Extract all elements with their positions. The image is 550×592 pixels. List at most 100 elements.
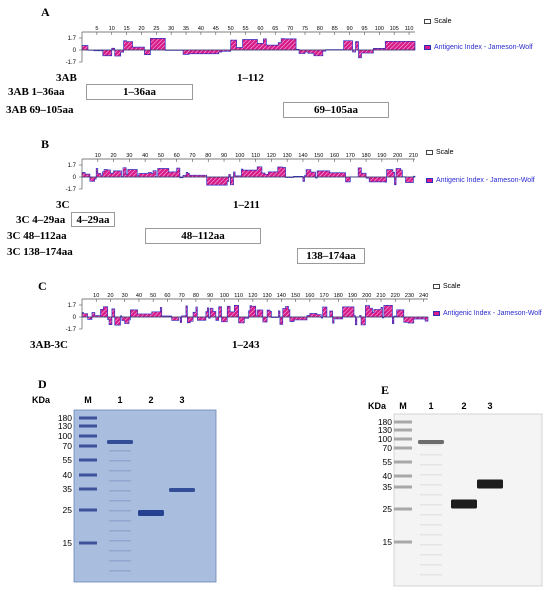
panel-a-fragment-1-box: 1–36aa xyxy=(86,84,193,100)
x-tick-label: 80 xyxy=(205,153,211,159)
x-tick-label: 120 xyxy=(248,293,257,299)
x-tick-label: 80 xyxy=(317,26,323,32)
kda-label: KDa xyxy=(32,395,51,405)
x-tick-label: 75 xyxy=(302,26,308,32)
marker-size-label: 70 xyxy=(383,443,393,453)
x-tick-label: 55 xyxy=(242,26,248,32)
background-band xyxy=(420,524,442,526)
x-tick-label: 210 xyxy=(409,153,418,159)
y-tick-label: 0 xyxy=(73,315,77,321)
x-tick-label: 20 xyxy=(111,153,117,159)
x-tick-label: 160 xyxy=(305,293,314,299)
x-tick-label: 30 xyxy=(122,293,128,299)
x-tick-label: 70 xyxy=(179,293,185,299)
ladder-band xyxy=(394,485,412,489)
y-tick-label: 1.7 xyxy=(68,303,77,309)
scale-swatch-icon xyxy=(424,19,431,24)
x-tick-label: 85 xyxy=(332,26,338,32)
background-band xyxy=(420,474,442,476)
scale-swatch-icon xyxy=(433,284,440,289)
ladder-band xyxy=(79,487,97,491)
x-tick-label: 35 xyxy=(183,26,189,32)
x-tick-label: 210 xyxy=(376,293,385,299)
ladder-band xyxy=(394,540,412,544)
x-tick-label: 150 xyxy=(291,293,300,299)
background-band xyxy=(109,560,131,562)
ladder-band xyxy=(79,541,97,545)
background-band xyxy=(109,520,131,522)
x-tick-label: 100 xyxy=(235,153,244,159)
background-band xyxy=(109,510,131,512)
x-tick-label: 50 xyxy=(150,293,156,299)
background-band xyxy=(109,480,131,482)
marker-size-label: 70 xyxy=(63,441,73,451)
x-tick-label: 40 xyxy=(136,293,142,299)
x-tick-label: 40 xyxy=(198,26,204,32)
x-tick-label: 80 xyxy=(193,293,199,299)
x-tick-label: 190 xyxy=(377,153,386,159)
panel-c-legend-scale: Scale xyxy=(433,283,461,290)
panel-a-legend-index: Antigenic Index - Jameson-Wolf xyxy=(424,44,533,51)
x-tick-label: 160 xyxy=(330,153,339,159)
y-tick-label: -1.7 xyxy=(66,60,77,66)
panel-c-letter: C xyxy=(38,279,47,293)
marker-size-label: 15 xyxy=(383,537,393,547)
panel-b-fragment-1-label: 3C 4–29aa xyxy=(16,214,66,226)
x-tick-label: 90 xyxy=(207,293,213,299)
x-tick-label: 170 xyxy=(319,293,328,299)
background-band xyxy=(420,554,442,556)
x-tick-label: 190 xyxy=(348,293,357,299)
protein-band xyxy=(418,440,444,444)
legend-scale-text: Scale xyxy=(434,18,452,25)
x-tick-label: 220 xyxy=(391,293,400,299)
panel-a-legend-scale: Scale xyxy=(424,18,452,25)
marker-size-label: 180 xyxy=(58,413,72,423)
panel-b-fragment-2-label: 3C 48–112aa xyxy=(7,230,67,242)
marker-size-label: 100 xyxy=(58,431,72,441)
antigenic-swatch-icon xyxy=(424,45,431,50)
y-tick-label: 0 xyxy=(73,175,77,181)
ladder-band xyxy=(394,446,412,450)
ladder-band xyxy=(394,460,412,464)
x-tick-label: 70 xyxy=(189,153,195,159)
x-tick-label: 15 xyxy=(124,26,130,32)
lane-label: 2 xyxy=(461,401,466,411)
x-tick-label: 110 xyxy=(234,293,243,299)
panel-b-fragment-1-box: 4–29aa xyxy=(71,212,115,227)
background-band xyxy=(109,500,131,502)
protein-band xyxy=(477,479,503,489)
background-band xyxy=(420,504,442,506)
marker-size-label: 130 xyxy=(58,421,72,431)
panel-c-legend-index: Antigenic Index - Jameson-Wolf xyxy=(433,310,542,317)
panel-a-range-label: 1–112 xyxy=(237,72,264,84)
ladder-band xyxy=(79,473,97,477)
x-tick-label: 70 xyxy=(287,26,293,32)
x-tick-label: 60 xyxy=(164,293,170,299)
marker-size-label: 40 xyxy=(63,470,73,480)
x-tick-label: 10 xyxy=(95,153,101,159)
background-band xyxy=(420,464,442,466)
marker-size-label: 55 xyxy=(63,455,73,465)
x-tick-label: 180 xyxy=(361,153,370,159)
y-tick-label: 0 xyxy=(73,48,77,54)
background-band xyxy=(420,454,442,456)
background-band xyxy=(109,570,131,572)
x-tick-label: 200 xyxy=(362,293,371,299)
x-tick-label: 100 xyxy=(220,293,229,299)
x-tick-label: 120 xyxy=(267,153,276,159)
x-tick-label: 130 xyxy=(283,153,292,159)
background-band xyxy=(109,540,131,542)
ladder-band xyxy=(394,420,412,424)
x-tick-label: 30 xyxy=(168,26,174,32)
x-tick-label: 25 xyxy=(153,26,159,32)
ladder-band xyxy=(394,437,412,441)
protein-band xyxy=(451,499,477,509)
x-tick-label: 50 xyxy=(158,153,164,159)
panel-b-antigenic-plot: 10 20 30 40 50 60 70 80 90 100 110 120 130 140 150 160 1… xyxy=(66,153,418,193)
background-band xyxy=(420,444,442,446)
lane-label: 2 xyxy=(148,395,153,405)
background-band xyxy=(109,460,131,462)
lane-label: 1 xyxy=(117,395,122,405)
marker-size-label: 100 xyxy=(378,434,392,444)
